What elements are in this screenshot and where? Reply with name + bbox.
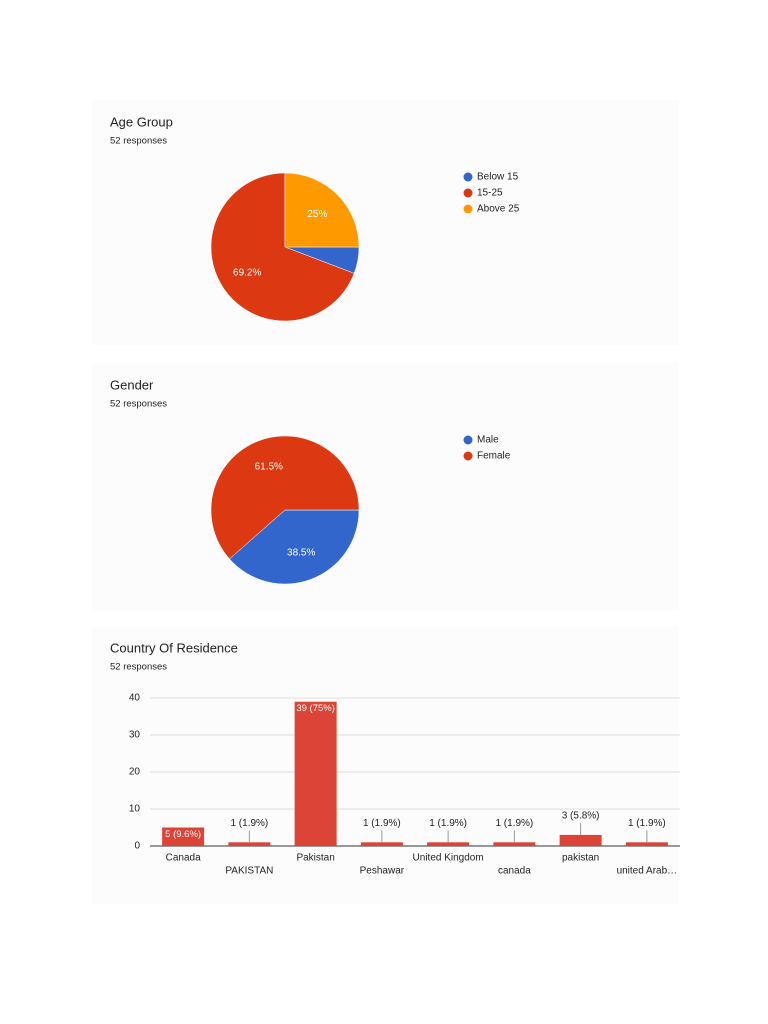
x-tick-label: Peshawar — [360, 866, 405, 877]
bar — [360, 842, 403, 846]
pie-slice — [210, 172, 355, 322]
x-tick-label: PAKISTAN — [225, 866, 273, 877]
x-tick-label: United Kingdom — [413, 853, 484, 864]
legend-label: Above 25 — [477, 204, 520, 215]
x-tick-label: united Arab… — [617, 866, 678, 877]
legend-swatch — [463, 172, 473, 182]
chart-title: Age Group — [110, 114, 173, 129]
y-tick-label: 30 — [129, 730, 141, 741]
chart-subtitle: 52 responses — [110, 662, 167, 673]
legend-swatch — [463, 451, 473, 461]
chart-panel — [92, 363, 679, 610]
bar — [625, 842, 668, 846]
value-label: 1 (1.9%) — [230, 818, 268, 829]
bar — [493, 842, 536, 846]
value-label: 3 (5.8%) — [562, 811, 600, 822]
y-tick-label: 40 — [129, 693, 141, 704]
chart-subtitle: 52 responses — [110, 136, 167, 147]
slice-label: 61.5% — [255, 462, 283, 473]
legend-label: Female — [477, 451, 511, 462]
y-tick-label: 20 — [129, 767, 141, 778]
x-tick-label: Canada — [166, 853, 201, 864]
chart-panel — [92, 100, 679, 345]
legend-label: Below 15 — [477, 172, 519, 183]
value-label: 1 (1.9%) — [495, 818, 533, 829]
y-tick-label: 0 — [134, 841, 140, 852]
bar — [294, 701, 337, 846]
pie-slice — [229, 509, 360, 585]
chart-subtitle: 52 responses — [110, 399, 167, 410]
value-label: 1 (1.9%) — [429, 818, 467, 829]
legend-label: 15-25 — [477, 188, 503, 199]
bar — [559, 834, 602, 846]
chart-title: Gender — [110, 377, 154, 392]
x-tick-label: pakistan — [562, 853, 599, 864]
value-label: 5 (9.6%) — [165, 829, 201, 840]
bar — [228, 842, 271, 846]
bar — [162, 827, 205, 846]
pie-slice — [210, 435, 360, 560]
slice-label: 69.2% — [233, 268, 261, 279]
value-label: 39 (75%) — [296, 703, 335, 714]
legend-label: Male — [477, 435, 499, 446]
slice-label: 25% — [307, 209, 327, 220]
y-tick-label: 10 — [129, 804, 141, 815]
legend-swatch — [463, 204, 473, 214]
value-label: 1 (1.9%) — [628, 818, 666, 829]
legend-swatch — [463, 435, 473, 445]
x-tick-label: Pakistan — [296, 853, 334, 864]
value-label: 1 (1.9%) — [363, 818, 401, 829]
legend-swatch — [463, 188, 473, 198]
bar — [427, 842, 470, 846]
pie-slice — [284, 172, 360, 248]
x-tick-label: canada — [498, 866, 531, 877]
chart-panel — [92, 626, 679, 904]
slice-label: 38.5% — [287, 548, 315, 559]
chart-title: Country Of Residence — [110, 640, 238, 655]
